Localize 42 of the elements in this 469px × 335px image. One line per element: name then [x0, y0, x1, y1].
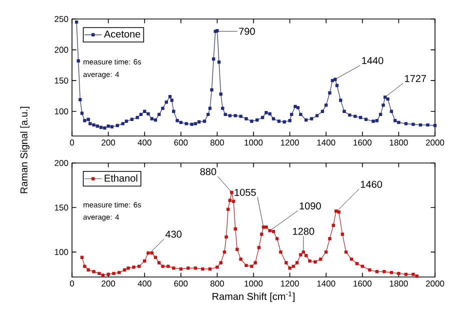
x-tick-label: 1200 [280, 140, 299, 146]
x-tick-label: 1400 [317, 140, 336, 146]
x-tick-label: 800 [210, 280, 224, 287]
annotation: 1727 [405, 75, 426, 82]
x-tick-label: 0 [70, 140, 74, 146]
y-tick-label: 200 [54, 160, 68, 166]
annotation: 1055 [234, 188, 256, 196]
y-tick-label: 100 [54, 249, 68, 256]
annotation: 880 [200, 168, 216, 176]
legend-label: Acetone [104, 30, 140, 38]
x-tick-label: 0 [70, 280, 74, 287]
x-tick-label: 200 [102, 280, 116, 287]
annotation: 1280 [293, 228, 314, 235]
y-tick-label: 100 [54, 108, 68, 114]
x-tick-label: 200 [102, 140, 116, 146]
y-tick-label: 250 [54, 16, 68, 22]
x-tick-label: 1800 [390, 280, 408, 287]
x-tick-label: 600 [174, 140, 188, 146]
x-tick-label: 1600 [354, 140, 372, 146]
y-axis-title: Raman Signal [a.u.] [20, 106, 30, 194]
x-tick-label: 1000 [244, 140, 263, 146]
x-tick-label: 2000 [426, 140, 444, 146]
x-tick-label: 1800 [390, 140, 408, 146]
x-tick-label: 1400 [317, 280, 336, 287]
x-tick-label: 800 [210, 140, 224, 146]
x-tick-label: 600 [174, 280, 188, 287]
annotation: 1460 [360, 180, 382, 188]
annotation: 790 [239, 28, 255, 35]
x-tick-label: 1200 [280, 280, 299, 287]
legend-label: Ethanol [104, 174, 138, 182]
annotation: 1090 [300, 202, 321, 210]
y-tick-label: 200 [54, 46, 68, 53]
annotation: 430 [165, 230, 182, 238]
y-tick-label: 150 [54, 78, 68, 84]
x-tick-label: 2000 [426, 280, 444, 287]
x-tick-label: 1000 [244, 280, 263, 287]
y-tick-label: 150 [54, 204, 68, 211]
annotation: 1440 [362, 57, 384, 64]
x-tick-label: 1600 [354, 280, 372, 287]
x-axis-title: Raman Shift [cm$^{-1}$] [212, 291, 294, 302]
x-tick-label: 400 [138, 140, 152, 146]
x-tick-label: 400 [138, 280, 152, 287]
